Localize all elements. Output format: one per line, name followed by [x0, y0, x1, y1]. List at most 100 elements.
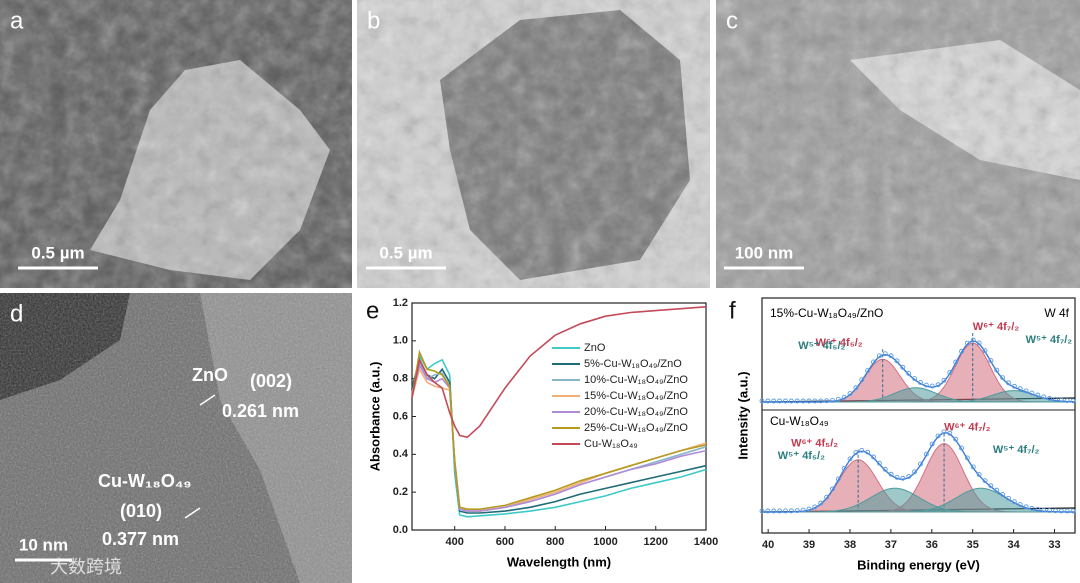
panel-label: a: [10, 7, 24, 34]
envelope-point: [777, 398, 783, 404]
y-tick-label: 0.0: [393, 524, 408, 536]
micrograph-a: [0, 0, 352, 288]
x-tick-label: 800: [546, 536, 564, 548]
envelope-point: [1047, 395, 1053, 401]
envelope-point: [906, 371, 912, 376]
envelope-point: [941, 377, 947, 383]
legend-label: 20%-Cu-W₁₈O₄₉/ZnO: [584, 406, 688, 418]
panel-label: b: [367, 7, 380, 34]
envelope-point: [964, 340, 970, 346]
envelope-point: [800, 398, 806, 404]
envelope-point: [900, 364, 906, 370]
envelope-point: [865, 368, 871, 374]
peak-label: W⁵⁺ 4f₅/₂: [778, 450, 825, 462]
x-tick-label: 34: [1008, 539, 1021, 551]
y-tick-label: 0.8: [393, 373, 408, 385]
y-tick-label: 1.2: [393, 297, 408, 309]
envelope-point: [1006, 495, 1011, 501]
panel-label: c: [726, 7, 738, 34]
envelope-point: [783, 508, 788, 514]
envelope-point: [783, 398, 788, 404]
envelope: [762, 432, 1075, 513]
envelope-point: [935, 433, 941, 439]
envelope-point: [1029, 390, 1035, 396]
envelope-point: [953, 359, 959, 365]
envelope-point: [1011, 383, 1017, 389]
watermark: 大数跨境: [50, 557, 122, 577]
envelope-point: [970, 337, 976, 343]
envelope-point: [894, 358, 900, 364]
envelope-point: [888, 353, 894, 359]
envelope-point: [841, 394, 847, 400]
x-axis-title: Wavelength (nm): [507, 554, 611, 569]
envelope-point: [1023, 504, 1029, 510]
envelope-point: [1035, 392, 1041, 398]
envelope-point: [1000, 491, 1006, 497]
envelope-point: [923, 451, 929, 457]
envelope-point: [900, 475, 906, 481]
fringe-marker: [199, 394, 216, 406]
envelope-point: [841, 465, 847, 471]
envelope-point: [947, 430, 953, 436]
envelope-point: [882, 351, 888, 357]
envelope-point: [812, 504, 818, 510]
plot-frame: [761, 297, 1076, 534]
panel-label: e: [366, 297, 379, 324]
y-tick-label: 0.6: [393, 410, 408, 422]
envelope-point: [1064, 398, 1070, 404]
envelope-point: [806, 398, 812, 404]
envelope-point: [888, 471, 894, 477]
peak-label: W⁶⁺ 4f₇/₂: [973, 321, 1020, 333]
envelope-point: [876, 460, 882, 466]
envelope-point: [835, 476, 841, 482]
x-tick-label: 400: [446, 536, 464, 548]
envelope-point: [982, 348, 988, 354]
scale-bar-label: 10 nm: [19, 535, 68, 554]
legend-label: 15%-Cu-W₁₈O₄₉/ZnO: [584, 390, 688, 402]
envelope-point: [759, 508, 765, 514]
y-axis-title: Absorbance (a.u.): [367, 362, 382, 472]
legend-label: Cu-W₁₈O₄₉: [584, 438, 638, 450]
spectrum-name: Cu-W₁₈O₄₉: [770, 414, 829, 428]
fringe-marker: [184, 507, 201, 519]
envelope-point: [859, 377, 865, 383]
envelope-point: [871, 454, 876, 460]
envelope-point: [959, 348, 964, 354]
x-tick-label: 38: [844, 539, 856, 551]
envelope-point: [1017, 502, 1023, 507]
scale-bar-label: 100 nm: [735, 243, 794, 262]
scale-bar-label: 0.5 µm: [379, 243, 432, 262]
scale-bar-label: 0.5 µm: [31, 243, 84, 262]
envelope-point: [994, 367, 1000, 373]
legend-label: ZnO: [584, 342, 606, 354]
y-tick-label: 1.0: [393, 335, 408, 347]
peak-label: W⁶⁺ 4f₅/₂: [791, 438, 838, 450]
lattice-annotation: (010): [120, 501, 162, 521]
series-line: [411, 349, 707, 510]
envelope-point: [912, 376, 918, 382]
envelope-point: [818, 500, 824, 506]
lattice-annotation: (002): [250, 371, 292, 391]
envelope-point: [1023, 388, 1029, 394]
envelope-point: [806, 506, 812, 512]
envelope-point: [918, 380, 923, 385]
envelope-point: [1070, 508, 1076, 514]
envelope-point: [835, 396, 841, 402]
envelope-point: [794, 398, 800, 404]
envelope-point: [829, 397, 835, 403]
envelope-point: [829, 486, 835, 492]
envelope-point: [1052, 397, 1058, 402]
envelope-point: [812, 398, 818, 404]
envelope-point: [788, 508, 794, 514]
envelope-point: [1000, 375, 1006, 381]
envelope-point: [935, 382, 941, 388]
series-line: [411, 357, 707, 514]
envelope-point: [1011, 499, 1017, 505]
micrograph-b: [357, 0, 710, 288]
envelope-point: [824, 398, 830, 404]
envelope-point: [876, 353, 882, 359]
envelope-point: [1058, 397, 1064, 403]
envelope-point: [871, 359, 876, 365]
envelope-point: [929, 441, 935, 447]
x-tick-label: 36: [926, 539, 938, 551]
